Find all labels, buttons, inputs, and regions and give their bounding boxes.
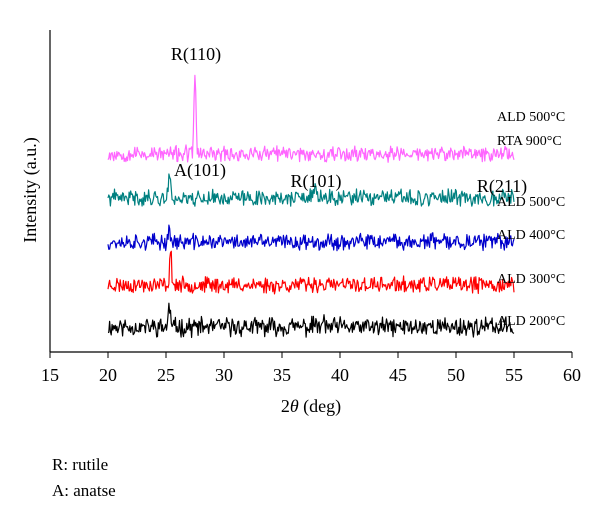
legend-notes: R: rutile A: anatse	[52, 452, 116, 504]
x-tick-label: 60	[563, 365, 581, 385]
series-label-4-line2: RTA 900°C	[497, 134, 562, 149]
x-tick-label: 50	[447, 365, 465, 385]
series-label-3: ALD 500°C	[497, 195, 565, 210]
x-tick-label: 20	[99, 365, 117, 385]
annotation-r101: R(101)	[291, 171, 342, 192]
series-line-2	[107, 224, 515, 252]
series-labels: ALD 200°C ALD 300°C ALD 400°C ALD 500°C ALD …	[497, 110, 565, 329]
series-label-4-line1: ALD 500°C	[497, 110, 565, 125]
series-label-0: ALD 200°C	[497, 314, 565, 329]
x-tick-label: 35	[273, 365, 291, 385]
series-line-4	[107, 74, 515, 163]
series-label-2: ALD 400°C	[497, 228, 565, 243]
series-line-0	[107, 302, 515, 339]
y-axis-label: Intensity (a.u.)	[20, 137, 41, 242]
note-anatase: A: anatse	[52, 481, 116, 500]
x-tick-label: 30	[215, 365, 233, 385]
series-layer	[107, 74, 515, 339]
x-ticks: 15 20 25 30 35 40 45 50 55 60	[41, 352, 581, 385]
annotation-r110: R(110)	[171, 44, 221, 65]
annotation-r211: R(211)	[477, 176, 527, 197]
note-rutile: R: rutile	[52, 455, 109, 474]
series-label-1: ALD 300°C	[497, 272, 565, 287]
x-tick-label: 40	[331, 365, 349, 385]
x-axis-label: 2θ (deg)	[281, 396, 341, 417]
series-line-3	[107, 173, 515, 207]
annotation-a101: A(101)	[174, 160, 226, 181]
x-tick-label: 15	[41, 365, 59, 385]
series-line-1	[107, 250, 515, 295]
x-tick-label: 25	[157, 365, 175, 385]
x-tick-label: 55	[505, 365, 523, 385]
x-tick-label: 45	[389, 365, 407, 385]
